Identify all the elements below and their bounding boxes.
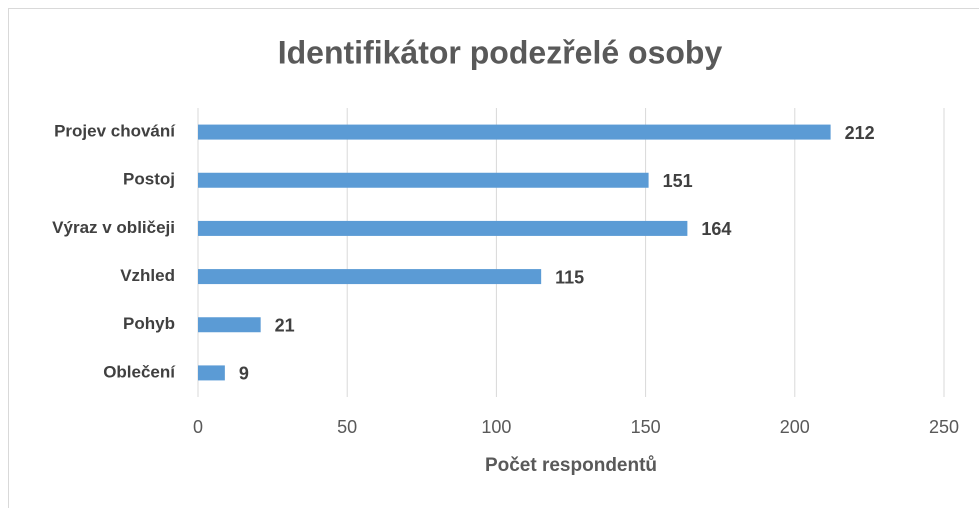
y-tick-label: Postoj (123, 170, 175, 189)
y-tick-label: Vzhled (120, 266, 175, 285)
x-tick-label: 150 (631, 417, 661, 437)
bar (198, 220, 688, 236)
y-tick-label: Výraz v obličeji (52, 218, 175, 237)
y-tick-label: Projev chování (54, 122, 176, 141)
data-label: 115 (555, 267, 584, 287)
data-label: 21 (275, 316, 295, 336)
x-tick-label: 200 (780, 417, 810, 437)
data-label: 212 (845, 123, 875, 143)
x-tick-label: 50 (337, 417, 357, 437)
y-tick-label: Oblečení (103, 362, 176, 381)
x-axis-title: Počet respondentů (485, 455, 657, 476)
data-label: 9 (239, 364, 249, 384)
bar (198, 317, 261, 333)
x-tick-label: 250 (929, 417, 959, 437)
bar (198, 365, 225, 381)
data-label: 164 (701, 219, 731, 239)
x-tick-label: 100 (481, 417, 511, 437)
chart-border (8, 8, 979, 508)
bar (198, 269, 542, 285)
data-label: 151 (663, 171, 693, 191)
x-tick-label: 0 (193, 417, 203, 437)
chart-title: Identifikátor podezřelé osoby (278, 34, 723, 70)
bar (198, 124, 831, 140)
y-tick-label: Pohyb (123, 314, 175, 333)
bar (198, 172, 649, 188)
